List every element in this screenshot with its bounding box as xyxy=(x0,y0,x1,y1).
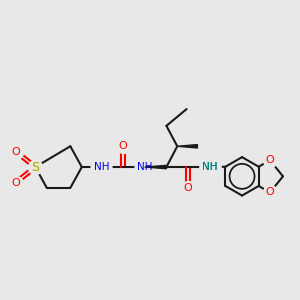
Text: S: S xyxy=(31,160,39,173)
Text: O: O xyxy=(266,155,274,165)
Text: NH: NH xyxy=(202,162,218,172)
Text: O: O xyxy=(184,183,193,193)
Text: O: O xyxy=(11,146,20,157)
Polygon shape xyxy=(177,145,197,148)
Text: NH: NH xyxy=(94,162,109,172)
Text: O: O xyxy=(266,188,274,197)
Polygon shape xyxy=(145,165,166,169)
Text: NH: NH xyxy=(202,162,218,172)
Text: S: S xyxy=(31,160,39,173)
Text: NH: NH xyxy=(137,162,152,172)
Text: O: O xyxy=(119,141,128,151)
Text: O: O xyxy=(11,178,20,188)
